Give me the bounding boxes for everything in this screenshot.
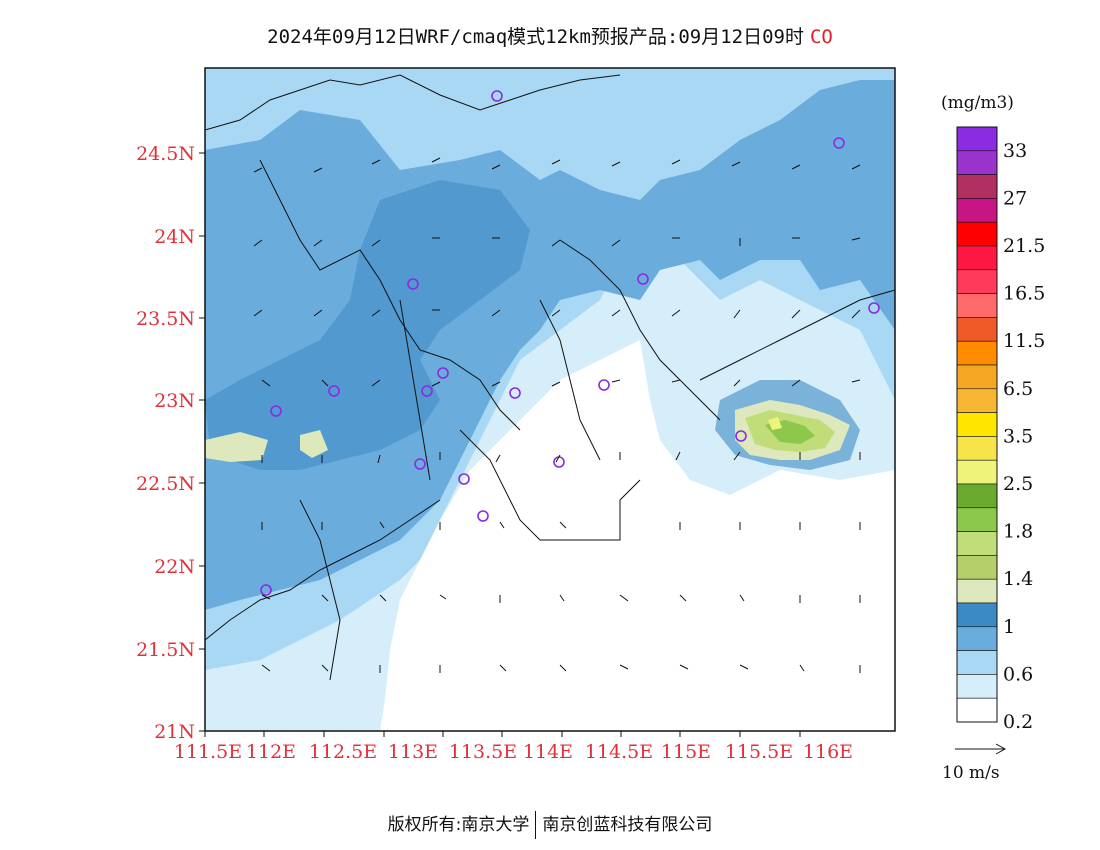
lon-label: 114.5E [585, 741, 653, 763]
legend-label: 0.2 [1003, 711, 1033, 733]
legend-unit: (mg/m3) [941, 93, 1014, 113]
lat-label: 22N [154, 556, 195, 578]
legend-swatch [956, 340, 998, 366]
legend-swatch [956, 674, 998, 699]
legend-swatch [956, 650, 998, 675]
chart-title: 2024年09月12日WRF/cmaq模式12km预报产品:09月12日09时 C… [0, 22, 1100, 49]
legend-swatch [956, 412, 998, 437]
lon-label: 112E [246, 741, 296, 763]
footer-copyright: 版权所有:南京大学 [387, 815, 530, 835]
legend-swatch [956, 364, 998, 390]
legend-label: 27 [1003, 187, 1027, 209]
legend-swatch [956, 578, 998, 604]
legend-label: 0.6 [1003, 663, 1033, 685]
band-dark [205, 180, 530, 470]
legend-swatch [956, 388, 998, 413]
lat-label: 21.5N [136, 639, 195, 661]
latitude-labels: 24.5N 24N 23.5N 23N 22.5N 22N 21.5N 21N [136, 143, 195, 743]
lon-label: 113.5E [449, 741, 517, 763]
title-pollutant: CO [809, 26, 833, 48]
lat-label: 24.5N [136, 143, 195, 165]
legend-swatch [956, 198, 998, 223]
lon-label: 114E [523, 741, 573, 763]
legend-swatch [956, 245, 998, 271]
legend-frame [956, 126, 998, 723]
map-figure: 24.5N 24N 23.5N 23N 22.5N 22N 21.5N 21N … [136, 67, 1045, 783]
band-1 [205, 432, 268, 462]
legend-swatch [956, 317, 998, 342]
legend-swatch [956, 483, 998, 509]
lat-label: 24N [154, 226, 195, 248]
legend-swatch [956, 531, 998, 556]
legend-swatch [956, 459, 998, 485]
legend-swatch [956, 436, 998, 461]
wind-vectors [253, 157, 861, 673]
title-main: 2024年09月12日WRF/cmaq模式12km预报产品:09月12日09时 [267, 26, 804, 48]
lon-label: 116E [803, 741, 853, 763]
lat-label: 23.5N [136, 308, 195, 330]
legend-swatch [956, 697, 998, 723]
legend-swatch [956, 602, 998, 628]
legend-swatch [956, 174, 998, 199]
lat-label: 23N [154, 390, 195, 412]
lon-label: 113E [388, 741, 438, 763]
concentration-field [205, 68, 895, 731]
station-markers [260, 90, 880, 596]
lon-label: 112.5E [309, 741, 377, 763]
legend-swatch [956, 150, 998, 175]
legend-swatch [956, 221, 998, 247]
lon-label: 115.5E [725, 741, 793, 763]
footer-company: 南京创蓝科技有限公司 [542, 815, 713, 835]
legend-labels: 33 27 21.5 16.5 11.5 6.5 3.5 2.5 1.8 1.4 1 0.6 0.2 [1003, 140, 1045, 733]
legend-swatch [956, 269, 998, 294]
legend-swatch [956, 507, 998, 532]
legend-label: 33 [1003, 140, 1027, 162]
legend-label: 21.5 [1003, 235, 1045, 257]
legend-label: 1 [1003, 616, 1015, 638]
legend-swatch [956, 293, 998, 318]
wind-reference [955, 743, 1007, 755]
legend-label: 11.5 [1003, 330, 1045, 352]
band-1-b [300, 430, 328, 458]
color-legend [956, 126, 998, 723]
longitude-axis [204, 731, 801, 737]
longitude-labels: 111.5E 112E 112.5E 113E 113.5E 114E 114.… [174, 741, 853, 763]
footer-separator [535, 811, 537, 839]
legend-label: 2.5 [1003, 473, 1033, 495]
band-2-5 [768, 417, 782, 430]
legend-label: 6.5 [1003, 378, 1033, 400]
lat-label: 21N [154, 721, 195, 743]
latitude-axis [199, 152, 205, 732]
legend-swatch [956, 626, 998, 651]
lon-label: 115E [661, 741, 711, 763]
legend-swatch [956, 126, 998, 152]
legend-label: 1.4 [1003, 568, 1033, 590]
legend-label: 16.5 [1003, 283, 1045, 305]
legend-label: 1.8 [1003, 521, 1033, 543]
legend-swatch [956, 555, 998, 580]
footer: 版权所有:南京大学 南京创蓝科技有限公司 [0, 810, 1100, 839]
boundary-lines [205, 74, 895, 681]
wind-reference-label: 10 m/s [942, 763, 1000, 783]
legend-label: 3.5 [1003, 425, 1033, 447]
lat-label: 22.5N [136, 473, 195, 495]
lon-label: 111.5E [174, 741, 242, 763]
